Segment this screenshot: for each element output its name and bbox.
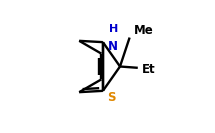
Text: Et: Et [142,63,155,76]
Text: S: S [108,91,116,104]
Text: Me: Me [134,24,154,37]
Text: H: H [109,24,118,34]
Text: N: N [108,40,118,53]
